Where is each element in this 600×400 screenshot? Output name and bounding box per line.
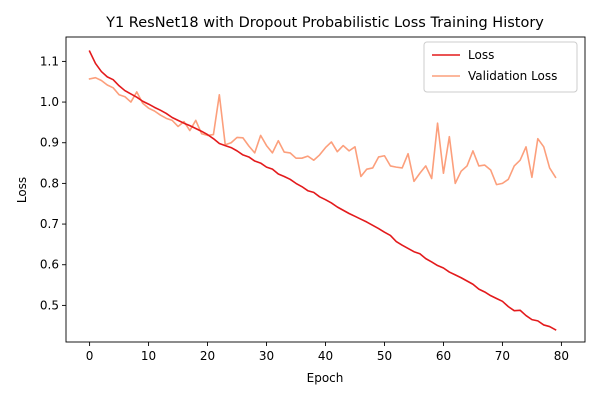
x-tick-label: 80 bbox=[554, 349, 569, 363]
y-tick-label: 1.0 bbox=[40, 95, 59, 109]
series-line-validation-loss bbox=[88, 76, 557, 186]
legend-label-loss: Loss bbox=[468, 48, 494, 62]
x-tick-label: 20 bbox=[200, 349, 215, 363]
y-tick-label: 0.8 bbox=[40, 176, 59, 190]
y-axis-label: Loss bbox=[15, 177, 29, 203]
x-tick-label: 60 bbox=[436, 349, 451, 363]
x-axis-label: Epoch bbox=[307, 371, 344, 385]
y-tick-label: 0.7 bbox=[40, 217, 59, 231]
chart-title: Y1 ResNet18 with Dropout Probabilistic L… bbox=[105, 15, 544, 31]
x-tick-label: 0 bbox=[86, 349, 94, 363]
legend-label-validation-loss: Validation Loss bbox=[468, 69, 557, 83]
series-line-loss bbox=[88, 50, 557, 331]
x-tick-label: 50 bbox=[377, 349, 392, 363]
y-tick-label: 1.1 bbox=[40, 54, 59, 68]
x-tick-label: 70 bbox=[495, 349, 510, 363]
legend-box bbox=[423, 41, 578, 93]
x-tick-label: 10 bbox=[141, 349, 156, 363]
x-tick-label: 30 bbox=[259, 349, 274, 363]
plot-area: 0 10 20 30 40 50 60 70 80 0.5 0.6 0.7 0.8 0.9 1.0 1.1 bbox=[40, 36, 586, 363]
y-tick-label: 0.9 bbox=[40, 136, 59, 150]
x-tick-label: 40 bbox=[318, 349, 333, 363]
y-tick-label: 0.6 bbox=[40, 258, 59, 272]
legend: Loss Validation Loss bbox=[423, 41, 578, 93]
y-tick-label: 0.5 bbox=[40, 298, 59, 312]
